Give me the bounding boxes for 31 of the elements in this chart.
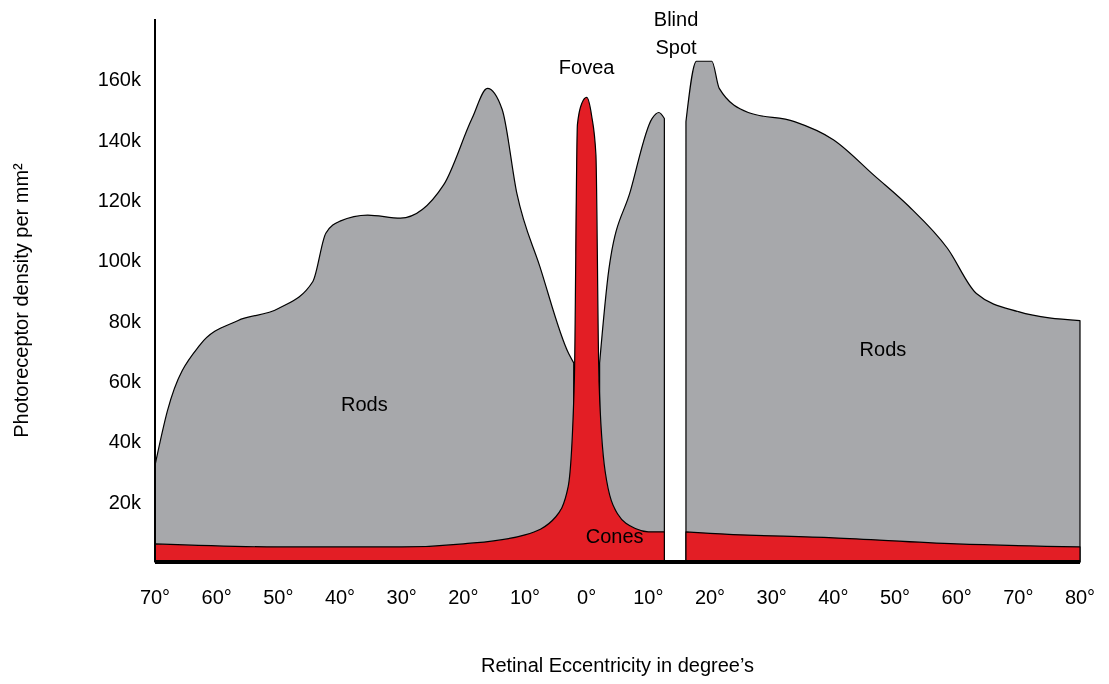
- x-tick-label: 10°: [633, 586, 664, 608]
- y-tick-label: 140k: [97, 128, 142, 151]
- x-tick-label: 0°: [577, 586, 597, 608]
- x-tick-label: 60°: [941, 586, 972, 608]
- series-label: Rods: [859, 338, 907, 361]
- y-tick-label: 80k: [108, 309, 142, 332]
- y-tick-label: 40k: [108, 430, 142, 453]
- x-tick-label: 60°: [201, 586, 232, 608]
- annotation: Blind Spot: [653, 8, 699, 59]
- y-axis-title: Photoreceptor density per mm²: [10, 162, 32, 438]
- x-tick-label: 50°: [263, 586, 294, 608]
- y-tick-label: 100k: [97, 249, 142, 272]
- annotation: Fovea: [558, 56, 616, 79]
- x-axis-title: Retinal Eccentricity in degree’s: [480, 654, 755, 676]
- series-label: Cones: [585, 525, 644, 548]
- x-tick-label: 70°: [139, 586, 171, 608]
- x-tick-label: 40°: [324, 586, 356, 608]
- x-tick-label: 70°: [1003, 586, 1034, 608]
- y-tick-label: 60k: [108, 369, 142, 392]
- x-tick-label: 10°: [509, 586, 541, 608]
- x-tick-label: 30°: [756, 586, 787, 608]
- x-tick-label: 40°: [818, 586, 849, 608]
- x-tick-label: 50°: [879, 586, 911, 608]
- x-tick-label: 30°: [386, 586, 417, 608]
- x-tick-label: 80°: [1064, 586, 1096, 608]
- y-tick-label: 20k: [108, 490, 142, 513]
- y-tick-label: 160k: [97, 68, 142, 91]
- text: Rods: [341, 393, 388, 416]
- x-tick-label: 20°: [448, 586, 479, 608]
- y-tick-label: 120k: [97, 188, 142, 211]
- x-tick-label: 20°: [694, 586, 726, 608]
